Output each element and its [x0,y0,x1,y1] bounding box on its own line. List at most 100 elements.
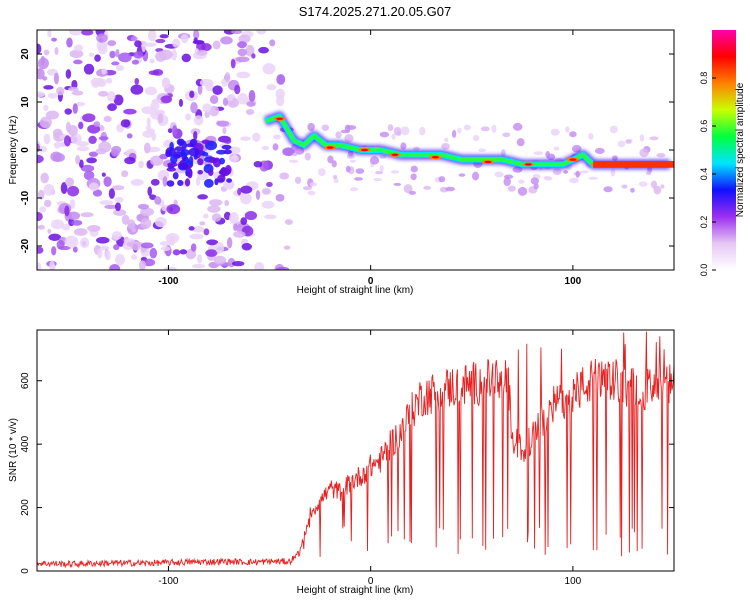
noise-blob [569,177,579,184]
noise-blob [229,212,239,224]
snr-ticks: -100 0 100 0 200 400 600 [20,330,674,587]
noise-blob [276,95,285,107]
noise-blob [150,101,160,111]
noise-blob [78,121,84,130]
noise-blob [458,173,466,177]
noise-blob [410,165,418,173]
noise-blob [256,30,267,35]
noise-blob [196,254,203,264]
noise-blob [113,244,120,251]
noise-blob [518,179,525,184]
noise-blob [240,217,248,225]
noise-blob [552,168,562,176]
noise-blob [553,146,560,151]
x-tick-label: 0 [368,276,374,287]
noise-blob [130,84,144,95]
noise-blob [457,127,462,134]
noise-blob [190,243,197,252]
noise-blob [451,129,457,138]
noise-blob [512,122,523,131]
noise-blob [140,242,154,249]
noise-blob [131,254,138,260]
noise-blob [269,39,276,47]
ridge-hotspot-core [361,148,369,152]
noise-blob [121,170,129,178]
noise-blob [240,185,253,194]
noise-blob [253,160,263,168]
noise-blob [193,115,204,126]
noise-blob [196,49,208,56]
noise-blob [211,213,222,222]
noise-blob [354,177,363,181]
noise-blob [649,136,659,141]
noise-blob [617,140,626,148]
x-tick-label: 0 [368,576,374,587]
noise-blob [317,168,326,177]
noise-blob [546,153,556,161]
noise-blob [167,128,173,134]
noise-blob [101,68,107,75]
noise-blob [174,146,184,152]
noise-blob [86,157,97,164]
noise-blob [39,206,47,213]
snr-panel: -100 0 100 0 200 400 600 Height of straight li… [8,329,675,596]
noise-blob [70,133,82,145]
colorbar-tick-label: 0.4 [699,168,709,181]
noise-blob [72,246,78,253]
noise-blob [333,177,339,184]
noise-blob [146,117,151,127]
noise-blob [222,97,229,107]
noise-blob [373,177,382,182]
noise-blob [544,176,553,181]
noise-blob [160,246,171,252]
noise-blob [594,147,605,155]
noise-blob [162,176,168,187]
noise-blob [203,228,210,236]
noise-blob [121,214,130,225]
noise-blob [302,186,313,191]
noise-blob [266,84,277,91]
snr-line-group [37,331,674,569]
noise-blob [37,43,42,55]
y-tick-label: 20 [20,48,31,60]
noise-blob [166,180,175,187]
noise-blob [137,203,150,210]
snr-frame [36,329,675,572]
noise-blob [369,156,380,165]
figure-title: S174.2025.271.20.05.G07 [299,4,452,19]
noise-blob [209,105,220,117]
noise-blob [419,126,426,136]
noise-blob [154,216,167,228]
noise-blob [262,63,276,75]
noise-blob [387,124,394,132]
noise-blob [391,170,400,174]
noise-blob [191,263,206,269]
noise-blob [266,181,273,187]
noise-blob [321,124,330,131]
noise-blob [178,98,184,107]
noise-blob [193,30,200,40]
colorbar-tick-label: 0.6 [699,120,709,133]
noise-blob [181,140,187,150]
noise-blob [237,93,248,105]
noise-blob [215,241,225,254]
noise-blob [93,121,101,128]
noise-blob [212,85,223,95]
ridge-hotspot-core [524,163,532,166]
noise-blob [51,246,57,256]
noise-blob [56,86,65,96]
noise-blob [140,207,155,217]
noise-blob [37,211,43,222]
noise-blob [261,200,275,209]
noise-blob [569,131,577,138]
noise-blob [143,42,157,47]
noise-blob [99,200,114,206]
noise-blob [216,149,227,155]
noise-blob [43,104,49,112]
noise-blob [240,192,252,205]
noise-blob [103,176,112,187]
noise-blob [444,137,449,143]
noise-blob [438,176,446,183]
